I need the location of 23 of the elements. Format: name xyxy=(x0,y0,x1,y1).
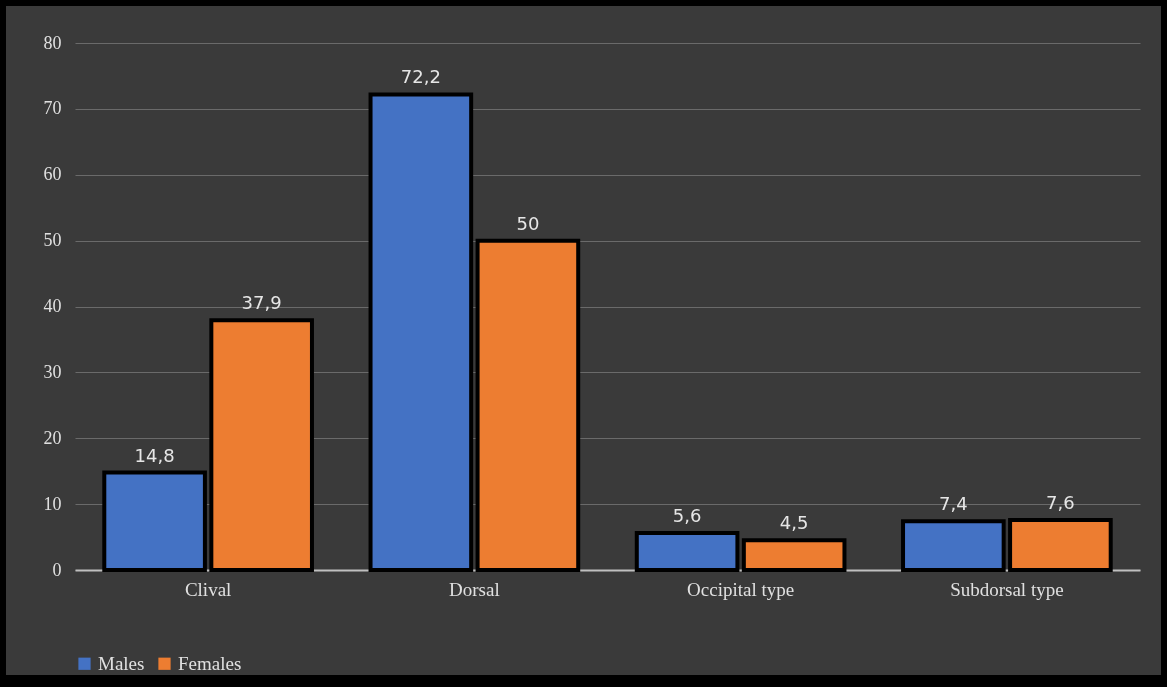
y-tick-label: 80 xyxy=(43,32,62,53)
y-tick-label: 60 xyxy=(43,164,62,185)
y-tick-label: 40 xyxy=(43,296,62,316)
legend-label: Males xyxy=(98,652,145,674)
data-label: 7,4 xyxy=(939,493,968,515)
x-tick-label: Dorsal xyxy=(449,578,500,600)
y-tick-label: 20 xyxy=(43,427,62,448)
y-tick-label: 0 xyxy=(52,559,62,580)
data-label: 7,6 xyxy=(1046,491,1075,513)
data-label: 14,8 xyxy=(134,444,175,466)
data-label: 37,9 xyxy=(241,292,282,314)
data-label: 4,5 xyxy=(779,512,809,534)
y-tick-label: 70 xyxy=(43,98,62,119)
x-tick-label: Clival xyxy=(184,578,232,600)
y-tick-label: 10 xyxy=(43,493,62,514)
y-tick-label: 30 xyxy=(43,361,62,382)
data-label: 72,2 xyxy=(400,66,441,88)
x-tick-label: Subdorsal type xyxy=(950,578,1064,600)
legend-label: Females xyxy=(178,652,242,674)
x-tick-label: Occipital type xyxy=(687,578,795,600)
data-label: 5,6 xyxy=(672,505,702,527)
data-label: 50 xyxy=(516,212,540,234)
y-tick-label: 50 xyxy=(43,230,62,251)
